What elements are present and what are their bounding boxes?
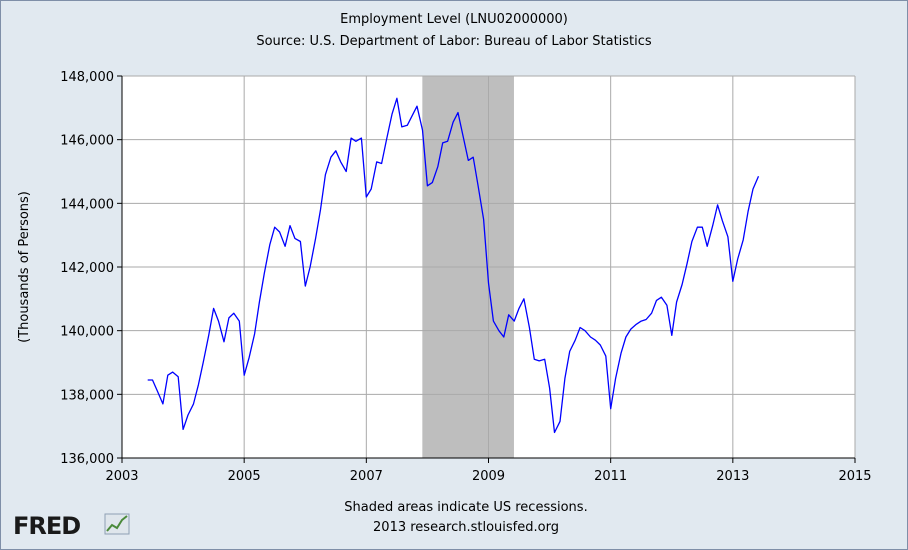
chart-title: Employment Level (LNU02000000) — [340, 12, 568, 27]
y-tick-label-0: 136,000 — [60, 452, 114, 467]
y-tick-label-4: 144,000 — [60, 197, 114, 212]
y-tick-label-1: 138,000 — [60, 388, 114, 403]
gridlines — [122, 75, 856, 458]
source-url: 2013 research.stlouisfed.org — [373, 520, 559, 535]
y-tick-label-3: 142,000 — [60, 261, 114, 276]
x-tick-label-3: 2009 — [472, 469, 505, 484]
x-tick-label-2: 2007 — [350, 469, 383, 484]
fred-logo-text: FRED — [13, 512, 80, 540]
x-tick-label-5: 2013 — [716, 469, 749, 484]
y-tick-labels: 136,000 138,000 140,000 142,000 144,000 146,0… — [60, 70, 114, 467]
axes — [117, 75, 856, 463]
chart-subtitle: Source: U.S. Department of Labor: Bureau… — [256, 34, 652, 49]
series-line-0 — [147, 97, 760, 434]
x-tick-label-0: 2003 — [105, 469, 138, 484]
y-tick-label-2: 140,000 — [60, 325, 114, 340]
y-tick-label-5: 146,000 — [60, 134, 114, 149]
y-axis-label: (Thousands of Persons) — [17, 191, 32, 343]
fred-logo-chart-icon — [104, 513, 130, 535]
recession-note: Shaded areas indicate US recessions. — [344, 500, 587, 515]
x-tick-labels: 2003 2005 2007 2009 2011 2013 2015 — [105, 469, 871, 484]
y-tick-label-6: 148,000 — [60, 70, 114, 85]
x-tick-label-4: 2011 — [594, 469, 627, 484]
fred-logo: FRED — [13, 512, 130, 540]
x-tick-label-1: 2005 — [228, 469, 261, 484]
series-layer — [147, 97, 760, 434]
x-tick-label-6: 2015 — [838, 469, 871, 484]
